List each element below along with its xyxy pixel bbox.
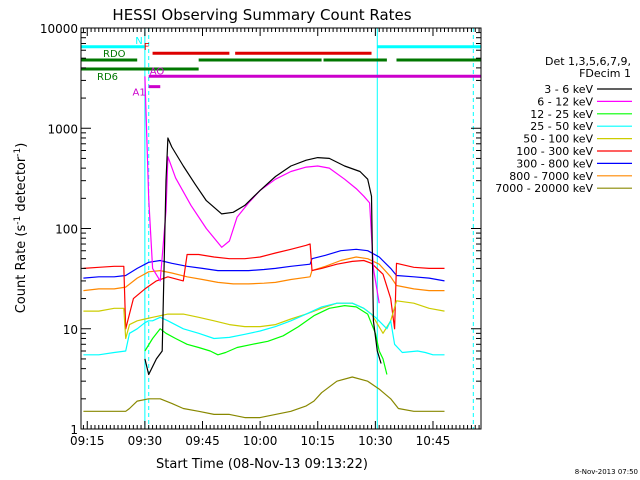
legend-label-0: 3 - 6 keV [544, 83, 593, 96]
x-tick-label-4: 10:15 [300, 434, 335, 448]
series-line-4 [83, 300, 445, 340]
legend-title-line-1: Det 1,3,5,6,7,9, [545, 55, 631, 68]
series-line-5 [83, 243, 445, 330]
y-tick-label-3: 1000 [47, 122, 78, 136]
y-tick-label-1: 10 [63, 323, 78, 337]
legend-label-6: 300 - 800 keV [516, 157, 593, 170]
x-tick-label-2: 09:45 [185, 434, 220, 448]
x-tick-label-3: 10:00 [243, 434, 278, 448]
x-tick-label-0: 09:15 [70, 434, 105, 448]
y-axis-label: Count Rate (s-1 detector-1) [13, 143, 29, 314]
legend-label-1: 6 - 12 keV [537, 95, 593, 108]
flag-label-n: N [135, 36, 142, 47]
series-line-1 [144, 76, 380, 304]
y-tick-label-4: 10000 [40, 22, 78, 36]
x-tick-label-6: 10:45 [416, 434, 451, 448]
flag-label-ao: AO [150, 66, 165, 77]
x-tick-label-5: 10:30 [358, 434, 393, 448]
series-line-2 [144, 305, 388, 375]
legend-label-7: 800 - 7000 keV [509, 170, 593, 183]
series-line-6 [83, 248, 445, 282]
legend-label-3: 25 - 50 keV [530, 120, 593, 133]
flag-label-rd6: RD6 [97, 72, 118, 83]
legend-label-5: 100 - 300 keV [516, 145, 593, 158]
plot-area: NF RDO RD6 AO A1 [81, 28, 481, 429]
legend-label-8: 7000 - 20000 keV [495, 182, 593, 195]
series-line-8 [83, 376, 445, 419]
y-tick-label-2: 100 [55, 223, 78, 237]
legend-label-2: 12 - 25 keV [530, 108, 593, 121]
series-line-3 [83, 302, 445, 356]
flag-label-a1: A1 [133, 88, 146, 99]
axis-ticks: 09:15 09:30 09:45 10:00 10:15 10:30 10:45 1 10 10… [40, 22, 481, 448]
series-line-0 [144, 137, 382, 376]
series-line-7 [83, 256, 445, 292]
chart-title: HESSI Observing Summary Count Rates [112, 6, 411, 24]
legend-label-4: 50 - 100 keV [523, 133, 593, 146]
x-axis-label: Start Time (08-Nov-13 09:13:22) [156, 457, 368, 472]
flag-label-f: F [144, 42, 150, 53]
x-tick-label-1: 09:30 [128, 434, 163, 448]
y-tick-label-0: 1 [70, 423, 78, 437]
timestamp: 8-Nov-2013 07:50 [575, 468, 638, 476]
flag-label-rdo: RDO [103, 49, 126, 60]
legend-title-line-2: FDecim 1 [579, 67, 631, 80]
